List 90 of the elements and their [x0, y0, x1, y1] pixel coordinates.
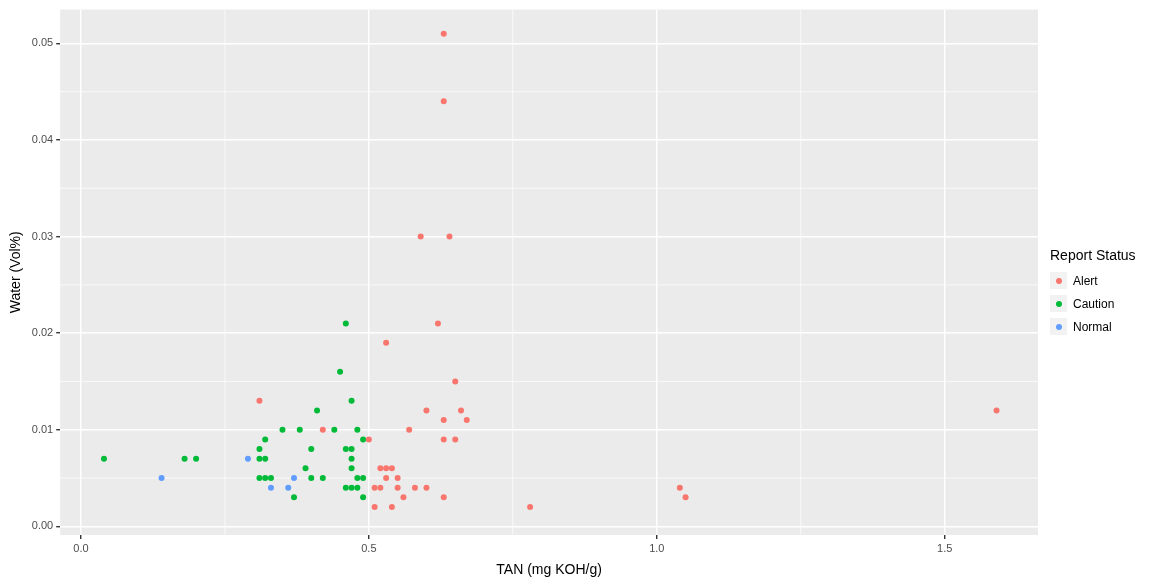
- y-tick-label: 0.03: [31, 229, 54, 242]
- point: [348, 397, 355, 404]
- point: [342, 446, 349, 453]
- point: [262, 455, 269, 462]
- point: [383, 475, 390, 482]
- y-tick-label: 0.04: [31, 133, 54, 146]
- point: [256, 446, 263, 453]
- point: [423, 484, 430, 491]
- point: [993, 407, 1000, 414]
- point: [411, 484, 418, 491]
- x-tick-label: 1.0: [649, 541, 665, 554]
- point: [377, 484, 384, 491]
- point: [342, 320, 349, 327]
- point: [262, 475, 269, 482]
- point: [256, 455, 263, 462]
- point: [279, 426, 286, 433]
- point: [383, 465, 390, 472]
- point: [244, 455, 251, 462]
- point: [308, 475, 315, 482]
- point: [348, 446, 355, 453]
- point: [440, 494, 447, 501]
- point: [463, 417, 470, 424]
- point: [446, 233, 453, 240]
- point: [682, 494, 689, 501]
- point: [458, 407, 464, 414]
- point: [193, 455, 200, 462]
- point: [417, 233, 424, 240]
- point: [394, 484, 401, 491]
- legend-label: Alert: [1073, 273, 1098, 288]
- point: [440, 30, 447, 37]
- point: [256, 475, 263, 482]
- point: [400, 494, 407, 501]
- point: [388, 503, 395, 510]
- legend-title: Report Status: [1050, 247, 1137, 263]
- point: [348, 455, 355, 462]
- point: [256, 397, 263, 404]
- point: [440, 98, 447, 105]
- point: [354, 484, 361, 491]
- point: [354, 426, 361, 433]
- y-tick-label: 0.02: [31, 326, 54, 339]
- point: [423, 407, 430, 414]
- x-axis-title: TAN (mg KOH/g): [496, 561, 602, 578]
- point: [440, 417, 447, 424]
- point: [267, 475, 274, 482]
- point: [285, 484, 292, 491]
- point: [388, 465, 395, 472]
- y-tick-label: 0.00: [31, 519, 54, 532]
- x-tick-label: 0.5: [361, 541, 377, 554]
- point: [360, 494, 367, 501]
- legend-label: Caution: [1073, 296, 1115, 311]
- point: [434, 320, 441, 327]
- point: [527, 503, 534, 510]
- point: [360, 436, 367, 443]
- point: [337, 368, 344, 375]
- point: [676, 484, 683, 491]
- point: [452, 378, 459, 385]
- point: [348, 465, 355, 472]
- point: [296, 426, 303, 433]
- point: [314, 407, 321, 414]
- point: [319, 475, 326, 482]
- point: [158, 475, 165, 482]
- point: [371, 503, 378, 510]
- y-tick-label: 0.01: [31, 422, 54, 435]
- y-tick-label: 0.05: [31, 36, 54, 49]
- point: [181, 455, 188, 462]
- point: [452, 436, 459, 443]
- point: [365, 436, 372, 443]
- point: [308, 446, 315, 453]
- point: [440, 436, 447, 443]
- point: [371, 484, 378, 491]
- point: [267, 484, 274, 491]
- point: [342, 484, 349, 491]
- point: [291, 494, 297, 501]
- x-tick-label: 1.5: [937, 541, 953, 554]
- legend-label: Normal: [1073, 319, 1112, 334]
- point: [100, 455, 107, 462]
- point: [331, 426, 338, 433]
- point: [406, 426, 413, 433]
- x-tick-label: 0.0: [73, 541, 89, 554]
- point: [383, 339, 390, 346]
- point: [262, 436, 269, 443]
- point: [302, 465, 309, 472]
- point: [348, 484, 355, 491]
- point: [360, 475, 367, 482]
- point: [354, 475, 361, 482]
- point: [377, 465, 384, 472]
- point: [394, 475, 401, 482]
- y-axis-title: Water (Vol%): [7, 231, 24, 314]
- point: [291, 475, 297, 482]
- point: [319, 426, 326, 433]
